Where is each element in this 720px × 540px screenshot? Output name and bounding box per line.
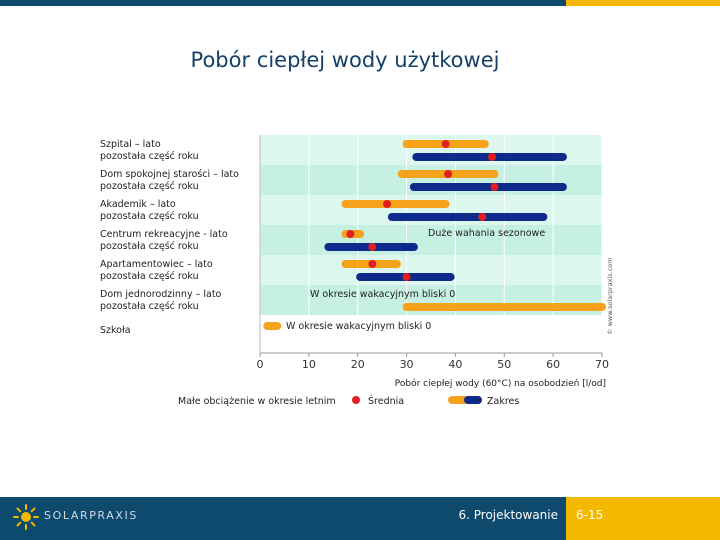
x-tick-label: 20 [351, 358, 365, 371]
legend-mean-swatch [352, 396, 360, 404]
footer-page-number: 6-15 [576, 508, 604, 522]
rest-mean-dot [490, 183, 499, 191]
legend: Małe obciążenie w okresie letnim Średnia Z… [178, 395, 519, 407]
rest-mean-dot [488, 153, 497, 161]
slide-title: Pobór ciepłej wody użytkowej [190, 48, 500, 72]
annotations: Duże wahania sezonowe W okresie wakacyjny… [286, 228, 545, 332]
category-label: Dom jednorodzinny – lato [100, 289, 222, 300]
x-tick-label: 40 [448, 358, 462, 371]
rest-mean-dot [402, 273, 411, 281]
mean-dots [346, 140, 499, 281]
x-tick-label: 60 [546, 358, 560, 371]
rest-mean-dot [368, 243, 377, 251]
annotation-note: W okresie wakacyjnym bliski 0 [286, 321, 431, 332]
summer-mean-dot [441, 140, 450, 148]
category-label: pozostała część roku [100, 151, 199, 162]
category-label: Dom spokojnej starości – lato [100, 169, 239, 180]
category-label: Centrum rekreacyjne - lato [100, 229, 228, 240]
legend-label: Małe obciążenie w okresie letnim [178, 396, 336, 407]
chart-grid [259, 135, 603, 353]
footer-section: 6. Projektowanie [458, 508, 558, 522]
category-label: Apartamentowiec – lato [100, 259, 213, 270]
x-tick-label: 70 [595, 358, 609, 371]
x-tick-label: 30 [400, 358, 414, 371]
category-label: pozostała część roku [100, 181, 199, 192]
rest-mean-dot [478, 213, 487, 221]
summer-mean-dot [346, 230, 355, 238]
summer-mean-dot [368, 260, 377, 268]
x-axis: 0 10 20 30 40 50 60 70 Pobór ciepłej wody (60°C)… [257, 352, 609, 389]
annotation-note: Duże wahania sezonowe [428, 228, 545, 239]
category-label: pozostała część roku [100, 301, 199, 312]
category-label: pozostała część roku [100, 211, 199, 222]
x-axis-label: Pobór ciepłej wody (60°C) na osobodzień … [395, 378, 606, 389]
category-label: Szkoła [100, 325, 131, 336]
footer-accent [566, 497, 720, 540]
summer-mean-dot [383, 200, 392, 208]
logo-text: SOLARPRAXIS [44, 509, 138, 522]
annotation-note: W okresie wakacyjnym bliski 0 [310, 289, 455, 300]
category-label: pozostała część roku [100, 271, 199, 282]
watermark: © www.solarpraxis.com [606, 257, 614, 335]
category-label: Akademik – lato [100, 199, 176, 210]
category-label: pozostała część roku [100, 241, 199, 252]
legend-label: Zakres [487, 396, 519, 407]
row-band [260, 225, 602, 255]
x-tick-label: 10 [302, 358, 316, 371]
category-label: Szpital – lato [100, 139, 161, 150]
sun-logo-icon [13, 504, 39, 530]
x-tick-label: 0 [257, 358, 264, 371]
top-bar-accent [566, 0, 720, 6]
legend-label: Średnia [368, 395, 404, 407]
top-bar [0, 0, 720, 6]
summer-mean-dot [444, 170, 453, 178]
x-tick-label: 50 [497, 358, 511, 371]
chart-background [260, 135, 602, 315]
